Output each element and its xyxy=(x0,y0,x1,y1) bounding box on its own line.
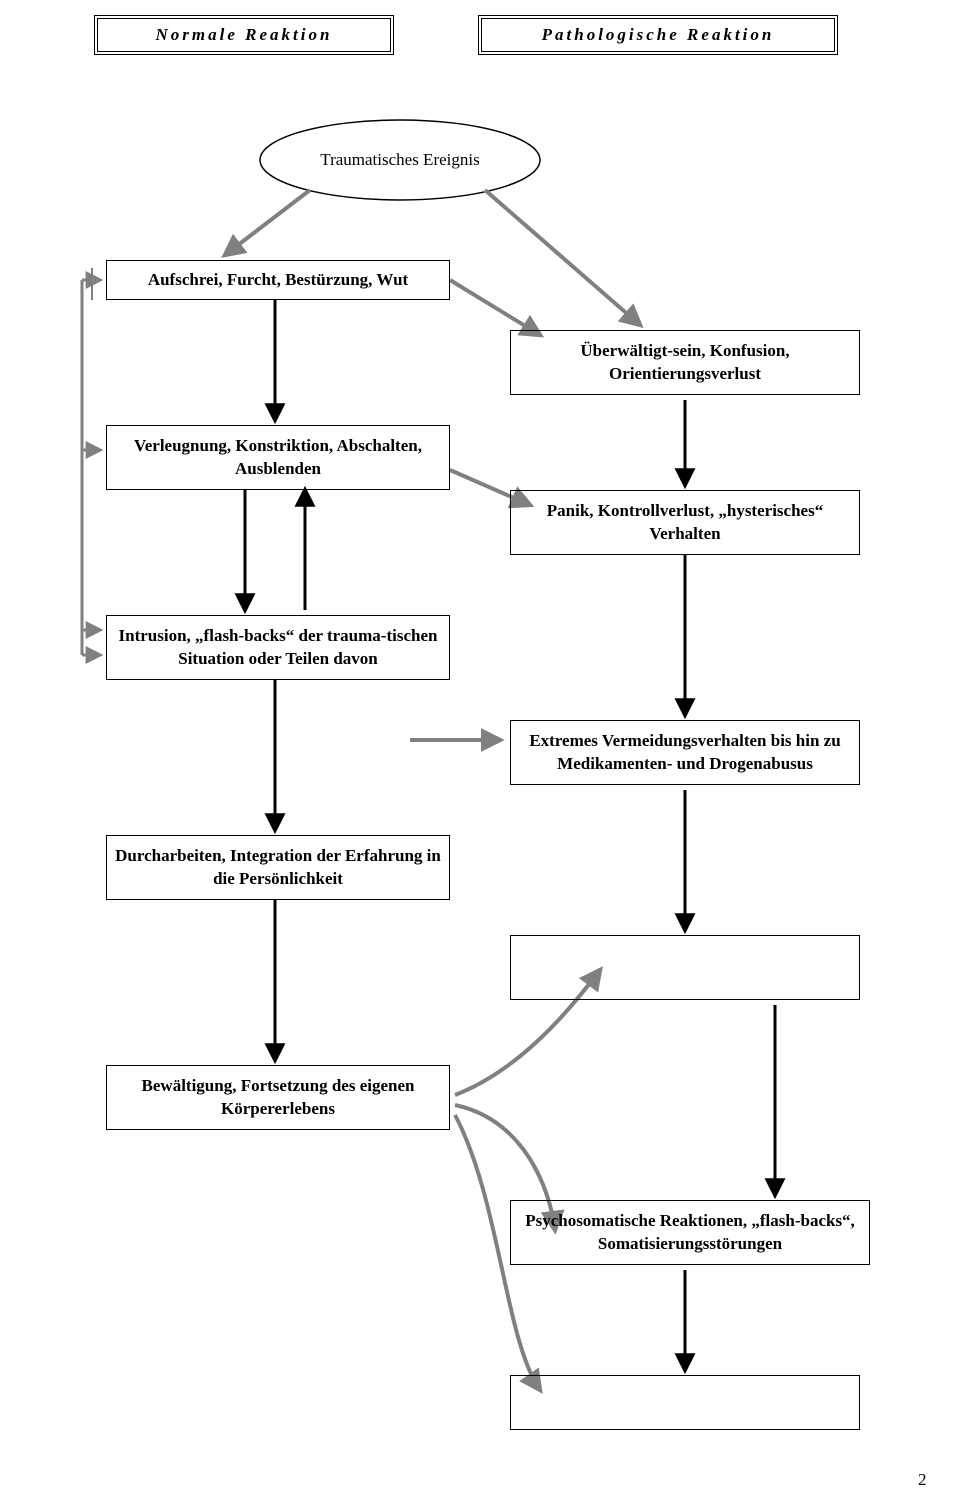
title-pathological-reaction: Pathologische Reaktion xyxy=(478,15,838,55)
node-avoidance-line2: Medikamenten- und Drogenabusus xyxy=(557,753,813,776)
node-psychosomatic: Psychosomatische Reaktionen, „flash-back… xyxy=(510,1200,870,1265)
node-overwhelmed-line1: Überwältigt-sein, Konfusion, xyxy=(580,340,789,363)
node-avoidance-line1: Extremes Vermeidungsverhalten bis hin zu xyxy=(529,730,840,753)
ellipse-traumatic-event: Traumatisches Ereignis xyxy=(270,150,530,170)
node-intrusion: Intrusion, „flash-backs“ der trauma-tisc… xyxy=(106,615,450,680)
node-panic-line2: Verhalten xyxy=(649,523,720,546)
node-denial-line1: Verleugnung, Konstriktion, Abschalten, xyxy=(134,435,422,458)
node-coping: Bewältigung, Fortsetzung des eigenen Kör… xyxy=(106,1065,450,1130)
node-panic: Panik, Kontrollverlust, „hysterisches“ V… xyxy=(510,490,860,555)
page-number: 2 xyxy=(918,1470,927,1490)
node-outcry-label: Aufschrei, Furcht, Bestürzung, Wut xyxy=(148,269,408,292)
node-panic-line1: Panik, Kontrollverlust, „hysterisches“ xyxy=(547,500,823,523)
node-coping-line2: Körpererlebens xyxy=(221,1098,335,1121)
node-outcry: Aufschrei, Furcht, Bestürzung, Wut xyxy=(106,260,450,300)
node-working-through: Durcharbeiten, Integration der Erfahrung… xyxy=(106,835,450,900)
node-intrusion-line1: Intrusion, „flash-backs“ der trauma-tisc… xyxy=(119,625,438,648)
node-coping-line1: Bewältigung, Fortsetzung des eigenen xyxy=(142,1075,415,1098)
node-working-through-line2: die Persönlichkeit xyxy=(213,868,343,891)
node-empty-lower xyxy=(510,1375,860,1430)
node-working-through-line1: Durcharbeiten, Integration der Erfahrung… xyxy=(115,845,441,868)
node-intrusion-line2: Situation oder Teilen davon xyxy=(178,648,378,671)
node-psychosomatic-line2: Somatisierungsstörungen xyxy=(598,1233,782,1256)
node-avoidance: Extremes Vermeidungsverhalten bis hin zu… xyxy=(510,720,860,785)
title-normal-reaction: Normale Reaktion xyxy=(94,15,394,55)
node-denial-line2: Ausblenden xyxy=(235,458,321,481)
node-overwhelmed: Überwältigt-sein, Konfusion, Orientierun… xyxy=(510,330,860,395)
node-denial: Verleugnung, Konstriktion, Abschalten, A… xyxy=(106,425,450,490)
node-psychosomatic-line1: Psychosomatische Reaktionen, „flash-back… xyxy=(525,1210,855,1233)
node-overwhelmed-line2: Orientierungsverlust xyxy=(609,363,761,386)
diagram-canvas: Normale Reaktion Pathologische Reaktion … xyxy=(0,0,960,1499)
node-empty-upper xyxy=(510,935,860,1000)
